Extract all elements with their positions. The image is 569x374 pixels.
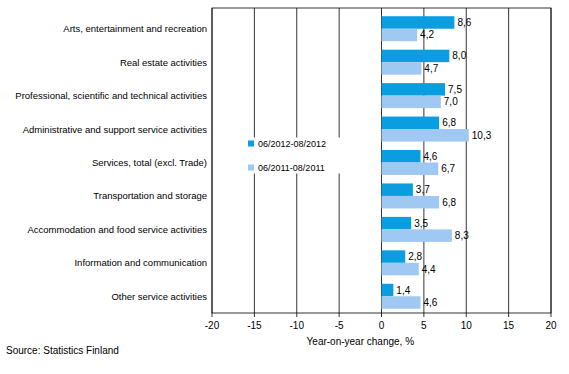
data-label: 4,7 <box>424 63 438 74</box>
category-label: Other service activities <box>111 291 207 302</box>
bar <box>382 163 439 176</box>
data-label: 6,8 <box>442 197 456 208</box>
legend-label: 06/2012-08/2012 <box>258 139 326 149</box>
bar <box>382 16 455 29</box>
data-label: 8,6 <box>457 17 471 28</box>
tick-mark <box>339 313 340 317</box>
bar <box>382 83 446 96</box>
data-label: 4,6 <box>423 151 437 162</box>
category-label: Real estate activities <box>120 57 207 68</box>
data-label: 4,4 <box>422 264 436 275</box>
category-label: Transportation and storage <box>93 190 207 201</box>
category-label: Information and communication <box>74 257 207 268</box>
data-label: 7,0 <box>444 96 458 107</box>
data-label: 6,8 <box>442 117 456 128</box>
tick-label: 15 <box>503 320 515 331</box>
data-label: 8,0 <box>452 50 466 61</box>
data-label: 6,7 <box>441 163 455 174</box>
tick-mark <box>551 313 552 317</box>
data-label: 2,8 <box>408 251 422 262</box>
tick-mark <box>423 313 424 317</box>
bar <box>382 229 452 242</box>
legend-swatch <box>248 165 254 171</box>
data-label: 10,3 <box>472 130 492 141</box>
chart: -20 -15 -10 -5 0 5 10 15 20 Arts, entertainment a… <box>0 0 569 374</box>
bar <box>382 50 450 63</box>
category-label: Professional, scientific and technical a… <box>15 90 207 101</box>
tick-mark <box>466 313 467 317</box>
axis-title: Year-on-year change, % <box>307 336 415 347</box>
bar <box>382 284 394 297</box>
bar <box>382 196 440 209</box>
bar <box>382 183 413 196</box>
bar <box>382 150 421 163</box>
tick-mark <box>381 313 382 317</box>
data-label: 7,5 <box>448 84 462 95</box>
category-label: Arts, entertainment and recreation <box>63 23 207 34</box>
data-label: 4,2 <box>420 29 434 40</box>
category-label: Accommodation and food service activitie… <box>27 224 207 235</box>
bar <box>382 96 441 109</box>
tick-label: -5 <box>335 320 344 331</box>
bar <box>382 62 422 75</box>
data-label: 4,6 <box>423 297 437 308</box>
data-label: 8,3 <box>455 230 469 241</box>
legend-background <box>246 138 346 174</box>
tick-mark <box>296 313 297 317</box>
bar <box>382 29 418 42</box>
grid-line <box>508 8 509 313</box>
tick-label: 5 <box>421 320 427 331</box>
bar <box>382 217 412 230</box>
bars <box>382 16 469 309</box>
category-label: Administrative and support service activ… <box>23 124 208 135</box>
tick-label: -10 <box>290 320 305 331</box>
category-label: Services, total (excl. Trade) <box>92 157 207 168</box>
bar <box>382 263 419 276</box>
tick-mark <box>508 313 509 317</box>
data-label: 1,4 <box>396 285 410 296</box>
tick-label: -15 <box>247 320 262 331</box>
plot-frame <box>212 8 551 313</box>
bar <box>382 129 469 142</box>
tick-label: 20 <box>545 320 557 331</box>
tick-mark <box>212 313 213 317</box>
bar <box>382 250 406 262</box>
data-label: 3,7 <box>416 184 430 195</box>
source-note: Source: Statistics Finland <box>6 345 119 356</box>
data-label: 3,5 <box>414 218 428 229</box>
tick-label: -20 <box>205 320 220 331</box>
bar <box>382 296 421 309</box>
tick-label: 10 <box>461 320 473 331</box>
bar <box>382 117 440 130</box>
tick-label: 0 <box>379 320 385 331</box>
legend-swatch <box>248 141 254 147</box>
tick-mark <box>254 313 255 317</box>
legend-label: 06/2011-08/2011 <box>258 163 325 173</box>
